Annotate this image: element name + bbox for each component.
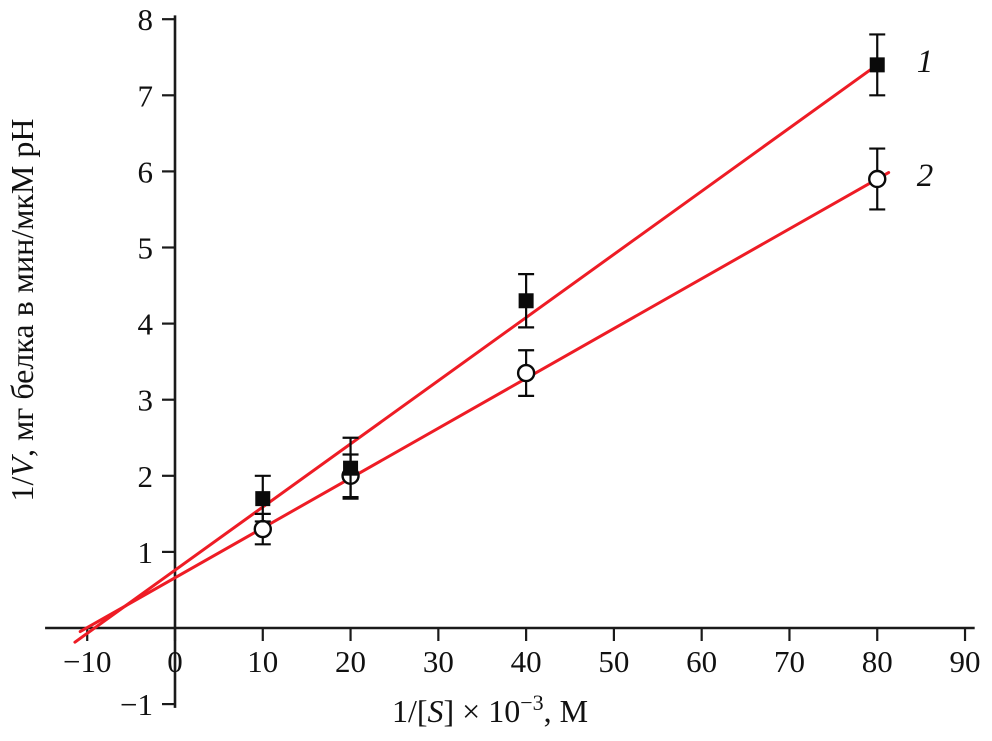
x-tick-label: 80 (862, 644, 893, 679)
x-tick-label: 70 (774, 644, 805, 679)
x-tick-label: −10 (63, 644, 111, 679)
fit-line-series-2 (78, 171, 891, 634)
x-tick-label: 90 (950, 644, 981, 679)
data-point-series-1 (343, 460, 359, 476)
y-tick-label: 1 (138, 535, 154, 570)
x-tick-label: 30 (423, 644, 454, 679)
y-axis-title: 1/V, мг белка в мин/мкМ pH (4, 119, 40, 502)
fit-line-series-1 (73, 60, 884, 644)
y-tick-label: 6 (138, 154, 154, 189)
x-tick-label: 50 (598, 644, 629, 679)
y-tick-label: 7 (138, 78, 154, 113)
data-point-series-2 (516, 363, 536, 383)
data-point-series-1 (255, 491, 271, 507)
series-label-1: 1 (917, 44, 934, 80)
x-tick-label: 10 (247, 644, 278, 679)
y-tick-label: 8 (138, 2, 154, 37)
series-label-2: 2 (917, 158, 934, 194)
x-tick-label: 0 (167, 644, 183, 679)
x-tick-label: 40 (511, 644, 542, 679)
x-tick-label: 60 (686, 644, 717, 679)
data-point-series-1 (869, 57, 885, 73)
y-tick-label: 4 (138, 307, 154, 342)
data-point-series-2 (868, 169, 887, 189)
data-point-series-1 (518, 293, 534, 309)
y-tick-label: 5 (138, 231, 154, 266)
data-point-series-2 (253, 519, 272, 539)
y-tick-label: −1 (120, 687, 153, 722)
y-tick-label: 2 (138, 459, 154, 494)
x-tick-label: 20 (335, 644, 366, 679)
y-tick-label: 3 (138, 383, 154, 418)
x-axis-title: 1/[S] × 10−3, М (392, 690, 588, 729)
